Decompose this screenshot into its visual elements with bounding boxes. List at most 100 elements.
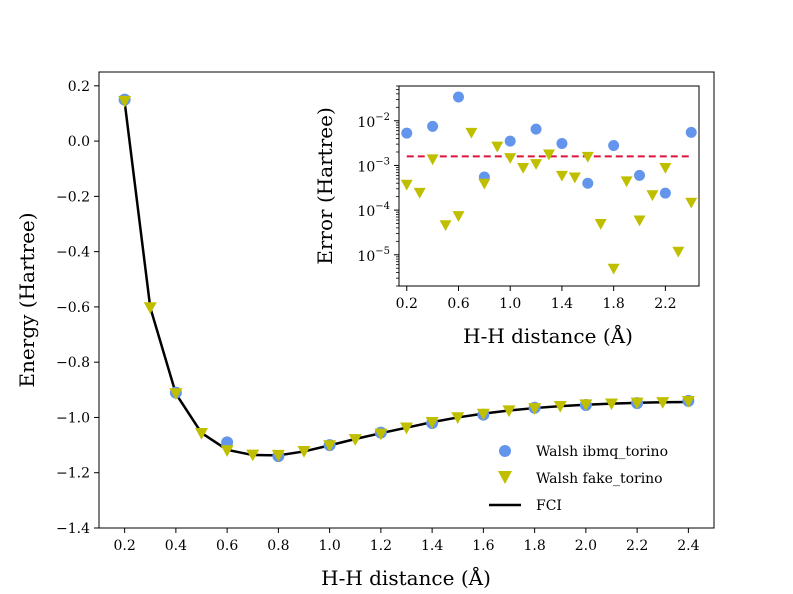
inset-point-fake-torino — [439, 220, 452, 232]
inset-point-fake-torino — [530, 159, 543, 170]
point-fake-torino — [348, 434, 362, 446]
main-x-tick-label: 1.6 — [472, 538, 494, 554]
legend-label-fci: FCI — [536, 498, 562, 514]
inset-point-fake-torino — [620, 176, 633, 188]
main-x-tick-label: 2.0 — [575, 538, 597, 554]
inset-plot: 0.2 0.6 1.0 1.4 1.8 2.2 10−510−410−310−2 H-H … — [313, 85, 700, 348]
inset-point-ibmq-torino — [530, 123, 542, 135]
main-x-tick-label: 1.8 — [523, 538, 545, 554]
point-fake-torino — [451, 412, 465, 425]
inset-point-fake-torino — [685, 197, 698, 209]
inset-x-axis: 0.2 0.6 1.0 1.4 1.8 2.2 — [396, 286, 677, 312]
main-x-axis: 0.2 0.4 0.6 0.8 1.0 1.2 1.4 1.6 1.8 2.0 2.2 2.4 — [113, 528, 700, 554]
main-x-tick-label: 0.6 — [216, 538, 238, 554]
inset-point-fake-torino — [659, 162, 672, 174]
inset-point-fake-torino — [413, 187, 426, 199]
point-fake-torino — [118, 95, 132, 108]
inset-point-ibmq-torino — [401, 127, 413, 139]
point-fake-torino — [502, 405, 516, 418]
inset-y-axis-label: Error (Hartree) — [313, 107, 337, 264]
point-fake-torino — [220, 445, 234, 457]
legend-label-ibmq-torino: Walsh ibmq_torino — [536, 444, 668, 460]
inset-plot-data — [400, 91, 698, 275]
point-fake-torino — [681, 395, 695, 408]
inset-point-ibmq-torino — [608, 139, 620, 151]
main-x-tick-label: 2.4 — [677, 538, 699, 554]
point-fake-torino — [169, 388, 183, 400]
main-plot-data — [118, 93, 695, 463]
main-plot: 0.2 0.4 0.6 0.8 1.0 1.2 1.4 1.6 1.8 2.0 2.2 2.4 0.2… — [15, 71, 715, 590]
point-fake-torino — [271, 449, 285, 462]
point-fake-torino — [143, 302, 157, 315]
inset-x-tick-label: 0.2 — [396, 296, 418, 312]
point-fake-torino — [630, 397, 644, 410]
main-y-tick-label: −0.6 — [56, 300, 90, 316]
point-fake-torino — [425, 417, 439, 429]
inset-point-fake-torino — [478, 178, 491, 190]
main-y-tick-label: −1.0 — [56, 410, 90, 426]
legend-marker-fake-torino — [498, 471, 512, 484]
inset-point-fake-torino — [400, 179, 413, 191]
inset-point-ibmq-torino — [685, 126, 697, 138]
inset-point-ibmq-torino — [556, 137, 568, 149]
inset-point-fake-torino — [426, 154, 439, 166]
inset-point-ibmq-torino — [452, 91, 464, 103]
inset-point-ibmq-torino — [427, 120, 439, 132]
inset-point-fake-torino — [646, 190, 659, 202]
inset-point-ibmq-torino — [659, 187, 671, 199]
main-y-axis-label: Energy (Hartree) — [15, 212, 39, 387]
inset-point-fake-torino — [452, 211, 465, 222]
inset-point-fake-torino — [568, 172, 581, 184]
main-y-tick-label: −0.4 — [56, 245, 90, 261]
main-y-tick-label: −1.4 — [56, 521, 90, 537]
main-y-axis: 0.2 0.0 −0.2 −0.4 −0.6 −0.8 −1.0 −1.2 −1.4 — [56, 79, 99, 537]
inset-point-fake-torino — [543, 149, 555, 161]
inset-point-ibmq-torino — [582, 177, 594, 189]
main-x-tick-label: 1.2 — [370, 538, 392, 554]
inset-point-fake-torino — [504, 153, 517, 164]
main-y-tick-label: −0.8 — [56, 355, 90, 371]
inset-point-fake-torino — [491, 141, 504, 153]
inset-point-fake-torino — [517, 162, 530, 174]
inset-x-tick-label: 2.2 — [654, 296, 676, 312]
main-y-tick-label: −0.2 — [56, 189, 90, 205]
point-fake-torino — [297, 446, 311, 458]
main-x-tick-label: 0.2 — [113, 538, 135, 554]
legend-marker-ibmq-torino — [499, 445, 511, 457]
main-x-tick-label: 1.4 — [421, 538, 443, 554]
main-y-tick-label: 0.0 — [68, 134, 90, 150]
inset-point-fake-torino — [607, 263, 620, 275]
point-fake-torino — [323, 440, 337, 452]
inset-point-fake-torino — [581, 151, 594, 163]
inset-point-ibmq-torino — [504, 135, 516, 147]
main-x-tick-label: 1.0 — [318, 538, 340, 554]
inset-point-fake-torino — [555, 170, 568, 182]
inset-x-tick-label: 1.4 — [551, 296, 573, 312]
point-fake-torino — [553, 400, 567, 413]
inset-plot-frame — [398, 85, 700, 287]
main-x-axis-label: H-H distance (Å) — [321, 565, 491, 590]
inset-x-tick-label: 1.8 — [603, 296, 625, 312]
main-y-tick-label: −1.2 — [56, 466, 90, 482]
inset-point-fake-torino — [633, 215, 646, 227]
main-plot-frame — [98, 71, 715, 529]
main-x-tick-label: 0.4 — [165, 538, 187, 554]
point-fake-torino — [656, 397, 670, 409]
inset-point-ibmq-torino — [634, 169, 646, 181]
main-x-tick-label: 2.2 — [626, 538, 648, 554]
point-fake-torino — [476, 408, 490, 421]
inset-x-tick-label: 0.6 — [447, 296, 469, 312]
point-fake-torino — [374, 428, 388, 441]
point-fake-torino — [579, 399, 593, 412]
inset-point-fake-torino — [594, 219, 607, 230]
legend: Walsh ibmq_torino Walsh fake_torino FCI — [489, 444, 668, 514]
inset-x-tick-label: 1.0 — [499, 296, 521, 312]
point-fake-torino — [400, 422, 413, 435]
point-fake-torino — [528, 403, 542, 415]
point-fake-torino — [246, 449, 260, 462]
legend-label-fake-torino: Walsh fake_torino — [536, 471, 663, 487]
inset-point-fake-torino — [672, 246, 685, 258]
main-x-tick-label: 0.8 — [267, 538, 289, 554]
inset-point-fake-torino — [465, 127, 478, 139]
point-fake-torino — [195, 428, 208, 440]
